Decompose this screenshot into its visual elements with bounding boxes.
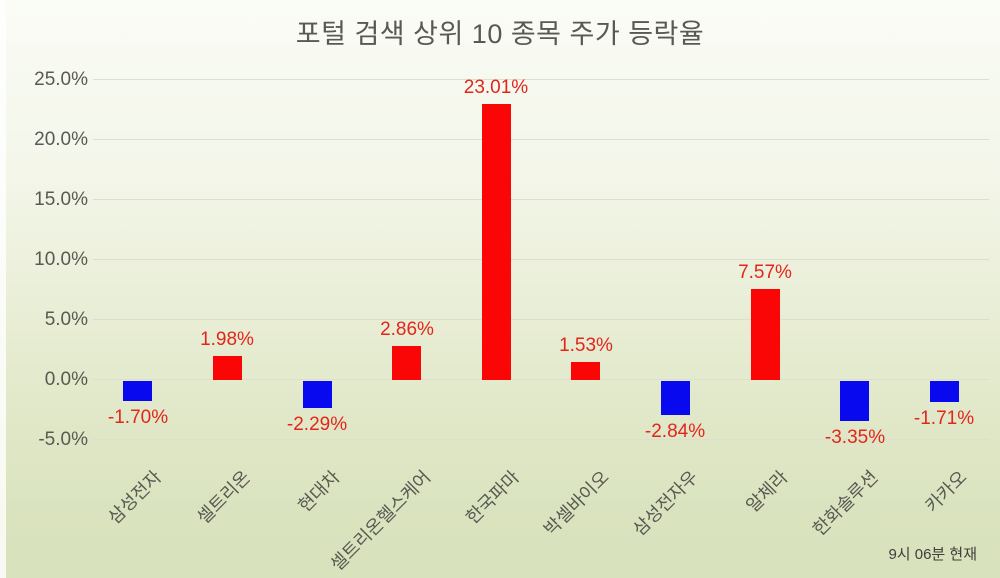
y-tick-label: 10.0% <box>34 249 88 270</box>
x-axis-label-알체라: 알체라 <box>742 466 792 517</box>
x-axis-label-박셀바이오: 박셀바이오 <box>540 466 613 540</box>
bar-삼성전자우 <box>661 381 690 415</box>
y-tick-label: 0.0% <box>44 369 88 390</box>
value-label-한화솔루션: -3.35% <box>824 427 886 448</box>
value-label-셀트리온헬스케어: 2.86% <box>380 319 434 340</box>
x-axis-label-삼성전자우: 삼성전자우 <box>629 466 702 540</box>
x-axis-label-현대차: 현대차 <box>294 466 344 517</box>
bar-한화솔루션 <box>840 381 869 421</box>
value-label-알체라: 7.57% <box>738 262 792 283</box>
y-tick-label: -5.0% <box>38 429 88 450</box>
x-axis-label-카카오: 카카오 <box>921 466 971 517</box>
bar-현대차 <box>303 381 332 408</box>
value-label-한국파마: 23.01% <box>463 77 529 98</box>
y-tick-label: 15.0% <box>34 189 88 210</box>
gridline-0pct <box>93 379 989 380</box>
gridline--5pct <box>93 439 989 440</box>
bar-카카오 <box>930 381 959 402</box>
value-label-삼성전자우: -2.84% <box>644 421 706 442</box>
value-label-삼성전자: -1.70% <box>107 407 169 428</box>
chart-title: 포털 검색 상위 10 종목 주가 등락율 <box>295 19 705 49</box>
x-axis-label-한국파마: 한국파마 <box>461 466 523 528</box>
gridline-20pct <box>93 139 989 140</box>
bar-박셀바이오 <box>571 362 600 380</box>
value-label-박셀바이오: 1.53% <box>559 335 613 356</box>
x-axis-label-삼성전자: 삼성전자 <box>103 466 165 528</box>
bar-알체라 <box>751 289 780 380</box>
left-edge-highlight <box>0 0 6 578</box>
bar-삼성전자 <box>123 381 152 401</box>
value-label-현대차: -2.29% <box>286 414 348 435</box>
x-axis-label-셀트리온: 셀트리온 <box>192 466 254 528</box>
gridline-25pct <box>93 79 989 80</box>
bar-셀트리온 <box>213 356 242 380</box>
bar-한국파마 <box>482 104 511 380</box>
value-label-카카오: -1.71% <box>913 408 975 429</box>
y-tick-label: 5.0% <box>44 309 88 330</box>
x-axis-label-한화솔루션: 한화솔루션 <box>809 466 882 540</box>
value-label-셀트리온: 1.98% <box>200 329 254 350</box>
timestamp-note: 9시 06분 현재 <box>888 546 977 563</box>
bar-셀트리온헬스케어 <box>392 346 421 380</box>
y-tick-label: 20.0% <box>34 129 88 150</box>
gridline-15pct <box>93 199 989 200</box>
y-tick-label: 25.0% <box>34 69 88 90</box>
gridline-5pct <box>93 319 989 320</box>
gridline-10pct <box>93 259 989 260</box>
